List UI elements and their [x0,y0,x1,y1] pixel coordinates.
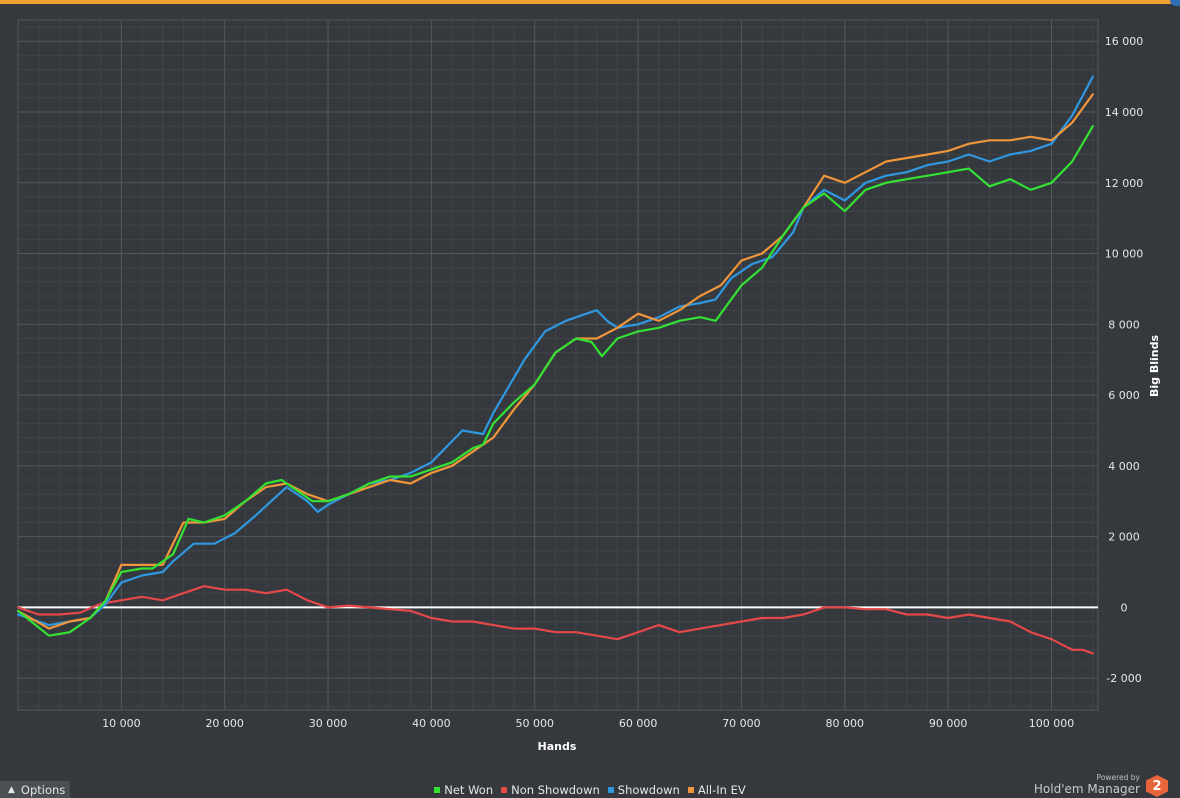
chart-legend: Net Won Non Showdown Showdown All-In EV [0,782,1180,798]
legend-item-all-in-ev[interactable]: All-In EV [687,783,746,797]
minor-grid [18,20,1098,710]
y-tick-label: 0 [1121,601,1128,614]
y-tick-label: 4 000 [1108,460,1140,473]
options-label: Options [20,782,66,797]
legend-item-net-won[interactable]: Net Won [434,783,493,797]
y-tick-label: 16 000 [1105,35,1144,48]
x-tick-label: 40 000 [412,717,451,730]
brand-badge: Powered by Hold'em Manager 2 [1034,771,1168,797]
window-top-bar [0,0,1180,4]
legend-item-non-showdown[interactable]: Non Showdown [501,783,600,797]
legend-label-non-showdown: Non Showdown [511,783,600,797]
y-tick-label: 12 000 [1105,177,1144,190]
x-axis-title: Hands [538,740,577,753]
x-tick-label: 30 000 [309,717,348,730]
hem2-logo-icon: 2 [1146,775,1168,797]
y-axis-title: Big Blinds [1148,335,1161,397]
legend-swatch-non-showdown [501,787,508,793]
plot-border [17,19,1099,711]
y-tick-label: 14 000 [1105,106,1144,119]
y-tick-label: 2 000 [1108,531,1140,544]
x-tick-label: 20 000 [205,717,244,730]
legend-swatch-net-won [434,787,441,793]
x-tick-label: 100 000 [1029,717,1075,730]
y-tick-label: 8 000 [1108,318,1140,331]
y-tick-label: 6 000 [1108,389,1140,402]
options-button[interactable]: ▲ Options [0,781,70,798]
series-line-non-showdown [16,585,1094,655]
legend-label-all-in-ev: All-In EV [697,783,746,797]
x-tick-label: 70 000 [722,717,761,730]
legend-swatch-showdown [607,787,614,793]
y-tick-labels: -2 000 0 2 000 4 000 6 000 8 000 10 000 12 000 1… [1105,35,1144,685]
series-line-net-won [16,125,1094,637]
x-tick-labels: 10 000 20 000 30 000 40 000 50 000 60 000 70 0… [102,717,1074,730]
series-group [16,75,1094,655]
y-tick-label: 10 000 [1105,248,1144,261]
legend-label-net-won: Net Won [444,783,494,797]
x-tick-label: 80 000 [826,717,865,730]
x-tick-label: 90 000 [929,717,968,730]
series-line-showdown [16,75,1094,627]
chevron-up-icon: ▲ [8,784,15,795]
x-tick-label: 10 000 [102,717,141,730]
brand-text: Powered by Hold'em Manager [1034,773,1140,797]
graph-chart: 10 000 20 000 30 000 40 000 50 000 60 000 70 0… [16,19,1161,753]
powered-by-text: Powered by [1096,773,1140,782]
x-tick-label: 50 000 [515,717,554,730]
y-tick-label: -2 000 [1106,672,1141,685]
legend-label-showdown: Showdown [617,783,680,797]
window-corner-button[interactable] [1170,0,1180,6]
legend-swatch-all-in-ev [687,787,694,793]
legend-item-showdown[interactable]: Showdown [607,783,680,797]
brand-name: Hold'em Manager [1033,782,1140,796]
x-tick-label: 60 000 [619,717,658,730]
